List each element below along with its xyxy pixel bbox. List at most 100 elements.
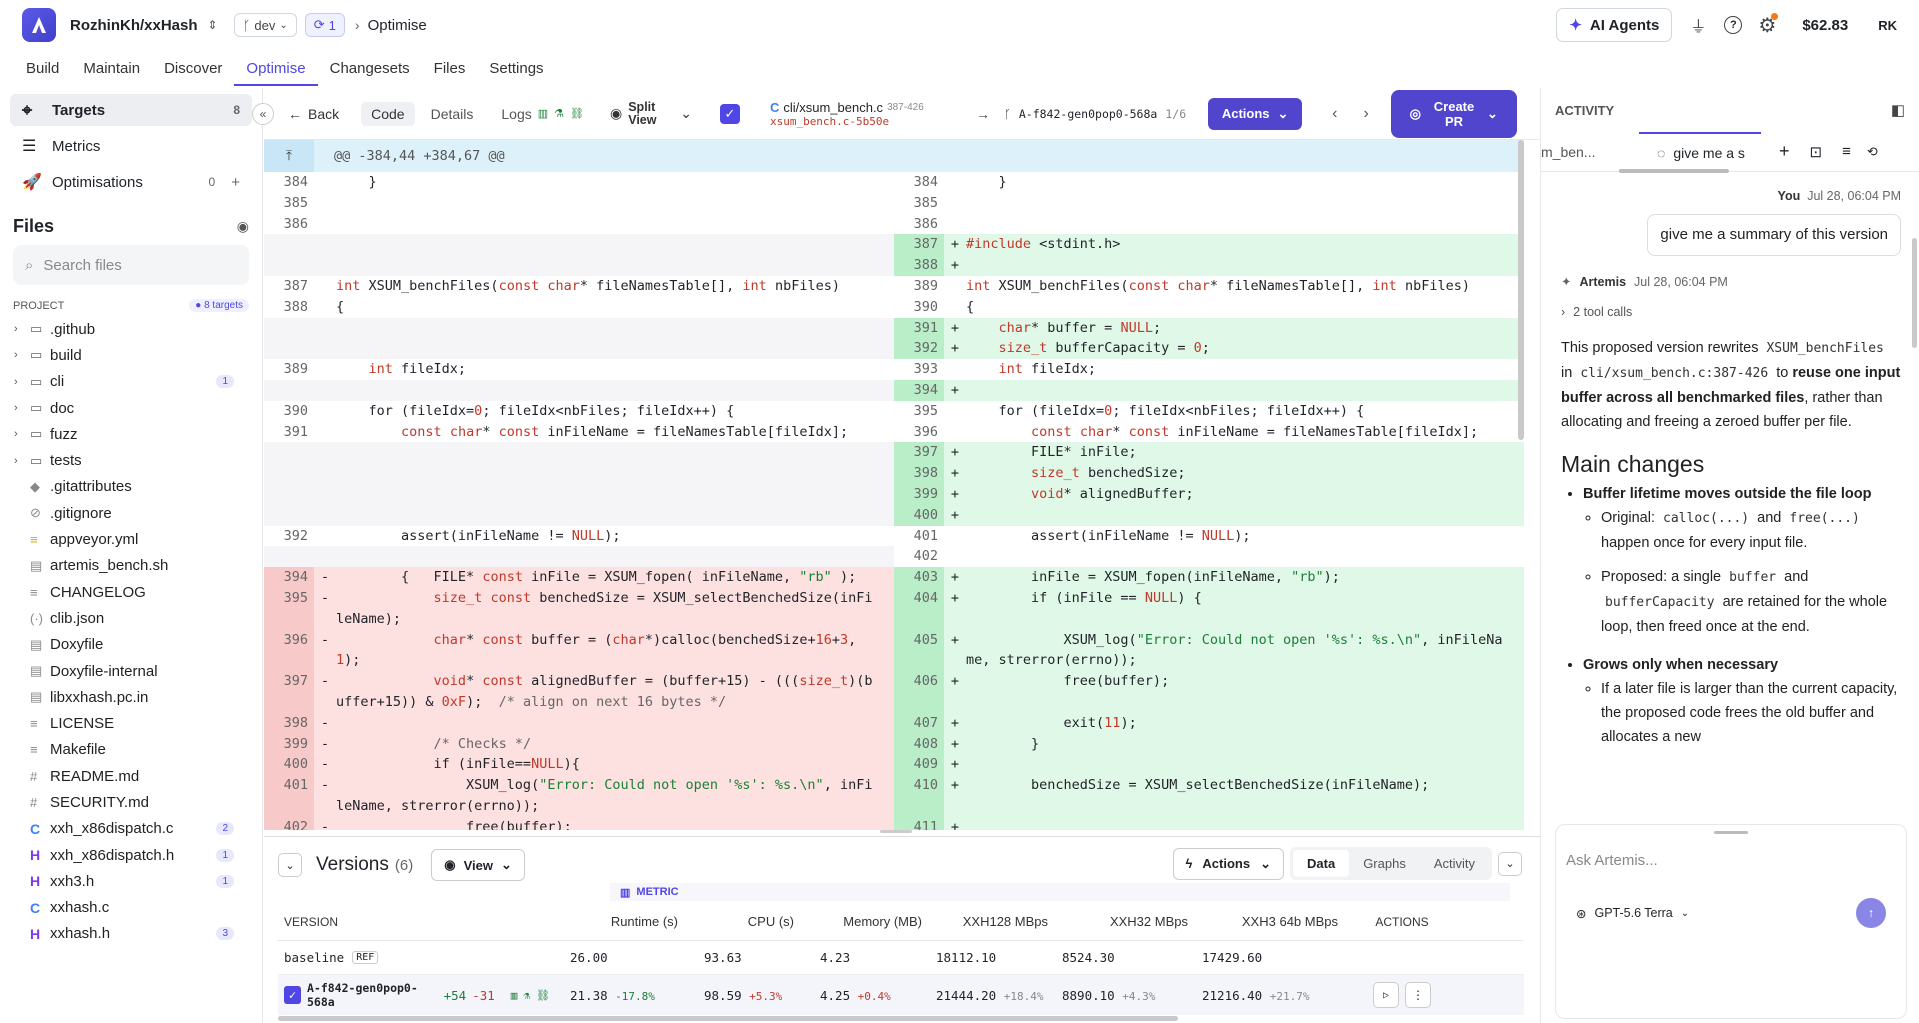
add-optimisation-icon[interactable]: + — [231, 173, 240, 191]
sync-badge[interactable]: ⟳ 1 — [304, 13, 345, 37]
next-version-icon[interactable]: › — [1363, 104, 1369, 122]
diff-marker — [944, 359, 966, 380]
list-icon[interactable]: ≡ — [1842, 143, 1851, 160]
file-tree-item[interactable]: ≡ appveyor.yml — [0, 526, 262, 552]
file-tree-item[interactable]: ◆ .gitattributes — [0, 474, 262, 500]
chat-tab-1[interactable]: m_ben... — [1541, 143, 1596, 160]
repo-name[interactable]: RozhinKh/xxHash — [70, 16, 198, 34]
collapse-versions-button[interactable]: ⌄ — [278, 853, 302, 877]
ask-input[interactable]: Ask Artemis... — [1566, 852, 1658, 869]
file-tree-item[interactable]: (·) clib.json — [0, 605, 262, 631]
tab-files[interactable]: Files — [433, 60, 466, 77]
repo-switch-icon[interactable]: ⇕ — [207, 18, 218, 32]
file-tree-item[interactable]: ▤ artemis_bench.sh — [0, 553, 262, 579]
robot-icon[interactable]: ⊡ — [1809, 143, 1823, 161]
tab-maintain[interactable]: Maintain — [83, 60, 141, 77]
file-tree-item[interactable]: ≡ CHANGELOG — [0, 579, 262, 605]
history-icon[interactable]: ⟲ — [1866, 143, 1878, 159]
tab-discover[interactable]: Discover — [164, 60, 223, 77]
view-dropdown[interactable]: ◉ View ⌄ — [431, 849, 525, 881]
file-tree-item[interactable]: # README.md — [0, 763, 262, 789]
file-tree-item[interactable]: › ▭ cli 1 — [0, 369, 262, 395]
chat-scrollbar[interactable] — [1912, 238, 1917, 348]
diff-scrollbar[interactable] — [1518, 140, 1524, 440]
collapse-panel-icon[interactable]: ◧ — [1890, 102, 1905, 119]
chat-tab-2[interactable]: ◌ give me a s — [1639, 131, 1761, 172]
plug-icon[interactable]: ⏚ — [1690, 19, 1707, 36]
table-row-baseline[interactable]: baseline REF 26.00 93.63 4.23 18112.10 85… — [278, 941, 1524, 975]
play-icon[interactable]: ▷ — [1373, 982, 1399, 1008]
diff-marker: - — [320, 673, 330, 690]
file-tree-item[interactable]: ≡ LICENSE — [0, 710, 262, 736]
file-tree-item[interactable]: › ▭ doc — [0, 395, 262, 421]
tool-calls-toggle[interactable]: › 2 tool calls — [1561, 300, 1901, 324]
balance[interactable]: $62.83 — [1802, 16, 1849, 34]
tab-graphs[interactable]: Graphs — [1363, 856, 1406, 871]
tab-data[interactable]: Data — [1293, 850, 1350, 877]
tab-logs[interactable]: Logs ▥ ⚗ ⛓ — [501, 106, 584, 122]
tab-build[interactable]: Build — [26, 60, 60, 77]
more-icon[interactable]: ⋮ — [1405, 982, 1431, 1008]
col-cpu[interactable]: CPU (s) — [747, 914, 794, 929]
search-files-input[interactable]: ⌕ Search files — [13, 245, 249, 285]
drag-handle[interactable] — [1714, 831, 1748, 834]
prev-version-icon[interactable]: ‹ — [1332, 104, 1338, 122]
tab-optimise[interactable]: Optimise — [234, 56, 318, 86]
split-view-toggle[interactable]: ◉ Split View ⌄ — [610, 100, 692, 127]
branch-selector[interactable]: ᚴ dev ⌄ — [233, 13, 297, 37]
tab-details[interactable]: Details — [431, 106, 474, 122]
file-tree-item[interactable]: › ▭ tests — [0, 447, 262, 473]
table-row-version[interactable]: ✓ A-f842-gen0pop0-568a +54 -31 ▥ ⚗ ⛓ 21.38… — [278, 975, 1524, 1015]
file-tree-item[interactable]: › ▭ build — [0, 342, 262, 368]
gear-icon[interactable]: ⚙ — [1758, 12, 1779, 37]
row-checkbox[interactable]: ✓ — [284, 986, 301, 1004]
resize-handle[interactable] — [880, 830, 912, 833]
tab-scrollbar[interactable] — [1619, 169, 1729, 173]
col-xxh32[interactable]: XXH32 MBps — [1109, 914, 1188, 929]
eye-icon[interactable]: ◉ — [236, 218, 249, 234]
col-runtime[interactable]: Runtime (s) — [610, 914, 678, 929]
send-button[interactable]: ↑ — [1856, 898, 1886, 928]
sidebar-item-optimisations[interactable]: 🚀 Optimisations 0 + — [10, 166, 252, 198]
rocket-icon: 🚀 — [22, 174, 42, 191]
col-memory[interactable]: Memory (MB) — [843, 914, 922, 929]
select-checkbox[interactable]: ✓ — [719, 103, 740, 124]
actions-button[interactable]: Actions ⌄ — [1208, 97, 1303, 130]
collapse-sidebar-button[interactable]: « — [252, 102, 274, 125]
sidebar-item-metrics[interactable]: ☰ Metrics — [10, 130, 252, 162]
tab-changesets[interactable]: Changesets — [329, 60, 410, 77]
file-tree-item[interactable]: ≡ Makefile — [0, 737, 262, 763]
create-pr-button[interactable]: ◎ Create PR ⌄ — [1390, 89, 1517, 138]
model-selector[interactable]: GPT-5.6 Terra — [1594, 906, 1673, 920]
back-button[interactable]: ← Back — [288, 106, 339, 122]
col-xxh3[interactable]: XXH3 64b MBps — [1241, 914, 1338, 929]
file-tree-item[interactable]: # SECURITY.md — [0, 789, 262, 815]
version-selector[interactable]: ᚴ A-f842-gen0pop0-568a 1/6 — [1004, 107, 1186, 121]
expand-up-icon[interactable]: ⤒ — [264, 140, 314, 172]
file-tree-item[interactable]: ▤ Doxyfile — [0, 632, 262, 658]
col-xxh128[interactable]: XXH128 MBps — [962, 914, 1048, 929]
versions-actions-button[interactable]: ϟ Actions ⌄ — [1172, 847, 1284, 880]
app-logo[interactable] — [22, 8, 56, 42]
tab-code[interactable]: Code — [361, 101, 415, 126]
file-tree-item[interactable]: › ▭ .github — [0, 316, 262, 342]
avatar[interactable]: RK — [1878, 17, 1897, 33]
tab-activity[interactable]: Activity — [1433, 856, 1475, 871]
ai-agents-button[interactable]: ✦ AI Agents — [1556, 8, 1673, 42]
file-tree-item[interactable]: ⊘ .gitignore — [0, 500, 262, 526]
help-icon[interactable]: ? — [1724, 16, 1743, 34]
tab-settings[interactable]: Settings — [489, 60, 544, 77]
file-tree-item[interactable]: › ▭ fuzz — [0, 421, 262, 447]
file-tree-item[interactable]: ▤ libxxhash.pc.in — [0, 684, 262, 710]
sidebar-item-targets[interactable]: ⌖ Targets 8 — [10, 94, 252, 126]
expand-versions-button[interactable]: ⌄ — [1498, 851, 1522, 876]
new-chat-icon[interactable]: + — [1779, 141, 1790, 161]
file-tree-item[interactable]: ▤ Doxyfile-internal — [0, 658, 262, 684]
versions-hscrollbar[interactable] — [278, 1016, 1178, 1021]
